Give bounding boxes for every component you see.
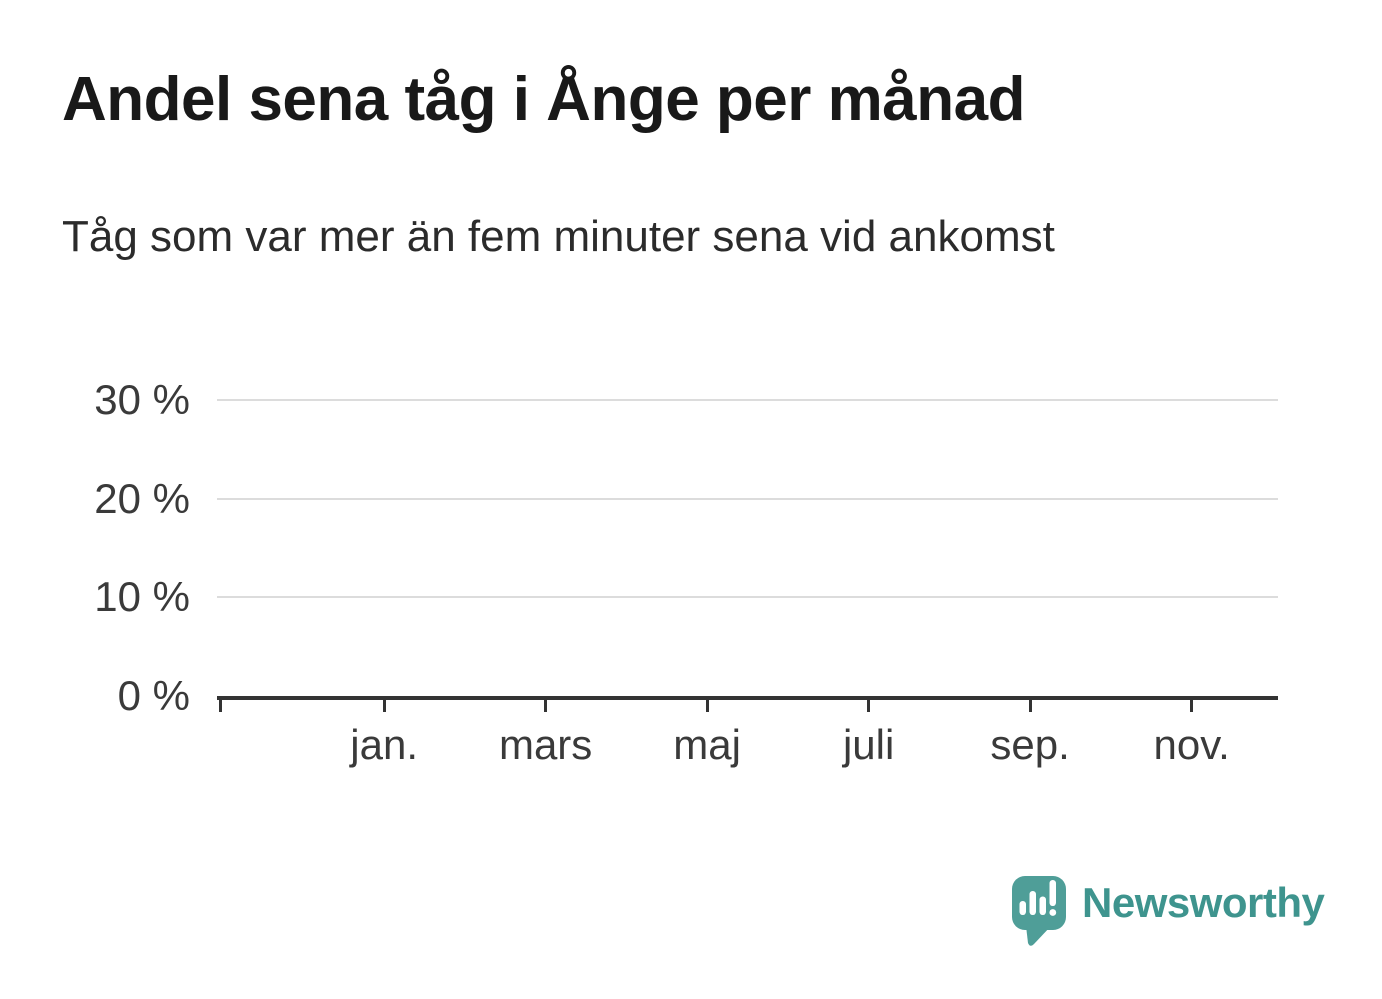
x-axis-origin-tick bbox=[219, 700, 222, 712]
plot-area bbox=[217, 351, 1278, 700]
x-slot: maj bbox=[667, 700, 748, 769]
y-axis-label: 0 % bbox=[117, 672, 190, 719]
x-axis-label: sep. bbox=[990, 721, 1070, 768]
bars-container bbox=[217, 351, 1278, 696]
y-axis-label: 30 % bbox=[94, 376, 190, 424]
x-slot: juli bbox=[828, 700, 909, 769]
chart-title: Andel sena tåg i Ånge per månad bbox=[62, 65, 1025, 134]
newsworthy-logo-icon bbox=[1012, 876, 1066, 946]
x-slot bbox=[425, 700, 506, 769]
y-axis-label: 20 % bbox=[94, 474, 190, 522]
x-axis-tick bbox=[1028, 700, 1032, 712]
y-axis-label: 10 % bbox=[94, 573, 190, 621]
gridline-10 bbox=[217, 596, 1278, 599]
chart-subtitle: Tåg som var mer än fem minuter sena vid … bbox=[62, 212, 1055, 261]
x-slot bbox=[909, 700, 990, 769]
x-axis-label: maj bbox=[673, 721, 741, 768]
x-axis: jan. mars maj juli sep. nov. bbox=[217, 700, 1278, 769]
x-slot: mars bbox=[499, 700, 592, 769]
x-slot bbox=[748, 700, 829, 769]
x-slot bbox=[263, 700, 344, 769]
x-axis-label: mars bbox=[498, 721, 593, 768]
x-axis-tick bbox=[867, 700, 871, 712]
x-slot: sep. bbox=[990, 700, 1071, 769]
gridline-30 bbox=[217, 399, 1278, 402]
x-slot: jan. bbox=[344, 700, 425, 769]
x-axis-tick bbox=[382, 700, 386, 712]
y-axis: 0 % 10 % 20 % 30 % bbox=[0, 351, 190, 718]
newsworthy-logo: Newsworthy bbox=[1010, 874, 1325, 950]
x-axis-tick bbox=[1190, 700, 1194, 712]
x-axis-label: jan. bbox=[350, 721, 418, 768]
x-axis-tick bbox=[544, 700, 548, 712]
x-axis-tick bbox=[705, 700, 709, 712]
x-slot bbox=[586, 700, 667, 769]
bar-chart: 0 % 10 % 20 % 30 % jan. mars maj juli sep. nov. bbox=[0, 351, 1382, 781]
x-axis-label: nov. bbox=[1153, 721, 1230, 768]
x-axis-label: juli bbox=[842, 721, 895, 768]
newsworthy-logo-text: Newsworthy bbox=[1082, 879, 1325, 926]
x-slot bbox=[1071, 700, 1152, 769]
x-slot: nov. bbox=[1151, 700, 1232, 769]
gridline-20 bbox=[217, 497, 1278, 500]
